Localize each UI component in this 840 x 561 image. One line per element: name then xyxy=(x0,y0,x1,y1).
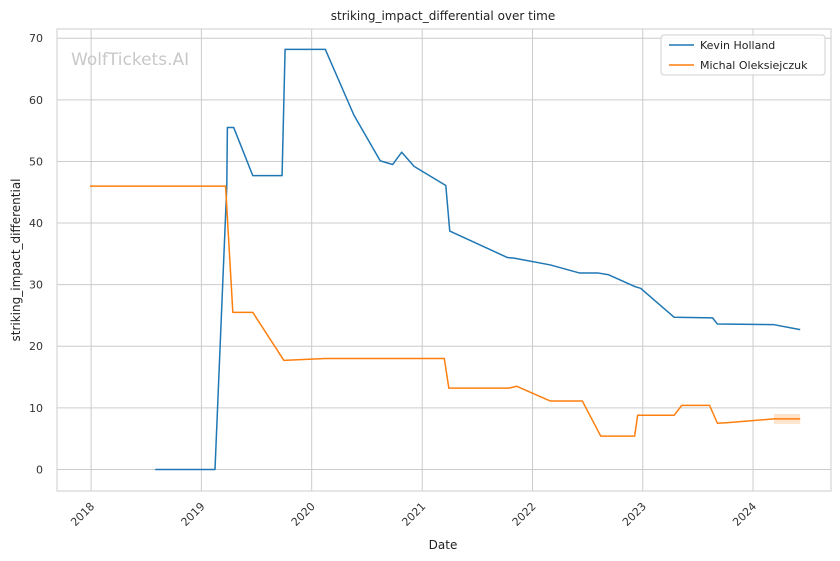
plot-frame xyxy=(56,28,832,492)
series-line-2 xyxy=(89,185,801,437)
y-tick-label: 20 xyxy=(29,340,43,353)
y-tick-label: 60 xyxy=(29,94,43,107)
y-tick-label: 70 xyxy=(29,32,43,45)
y-axis-title: striking_impact_differential xyxy=(9,178,23,341)
legend-box xyxy=(660,34,826,76)
chart-title: striking_impact_differential over time xyxy=(331,9,556,23)
y-tick-label: 10 xyxy=(29,402,43,415)
y-tick-label: 0 xyxy=(36,463,43,476)
series-lines xyxy=(89,48,801,471)
legend: Kevin Holland Michal Oleksiejczuk xyxy=(660,34,826,76)
legend-label: Michal Oleksiejczuk xyxy=(700,59,808,72)
y-tick-label: 40 xyxy=(29,217,43,230)
x-axis-title: Date xyxy=(429,538,458,552)
series-line-1 xyxy=(155,48,801,471)
y-tick-label: 50 xyxy=(29,155,43,168)
y-tick-label: 30 xyxy=(29,279,43,292)
grid xyxy=(57,29,831,491)
watermark: WolfTickets.AI xyxy=(71,50,189,70)
y-axis: 0 10 20 30 40 50 60 70 xyxy=(29,32,43,476)
legend-label: Kevin Holland xyxy=(700,39,775,52)
